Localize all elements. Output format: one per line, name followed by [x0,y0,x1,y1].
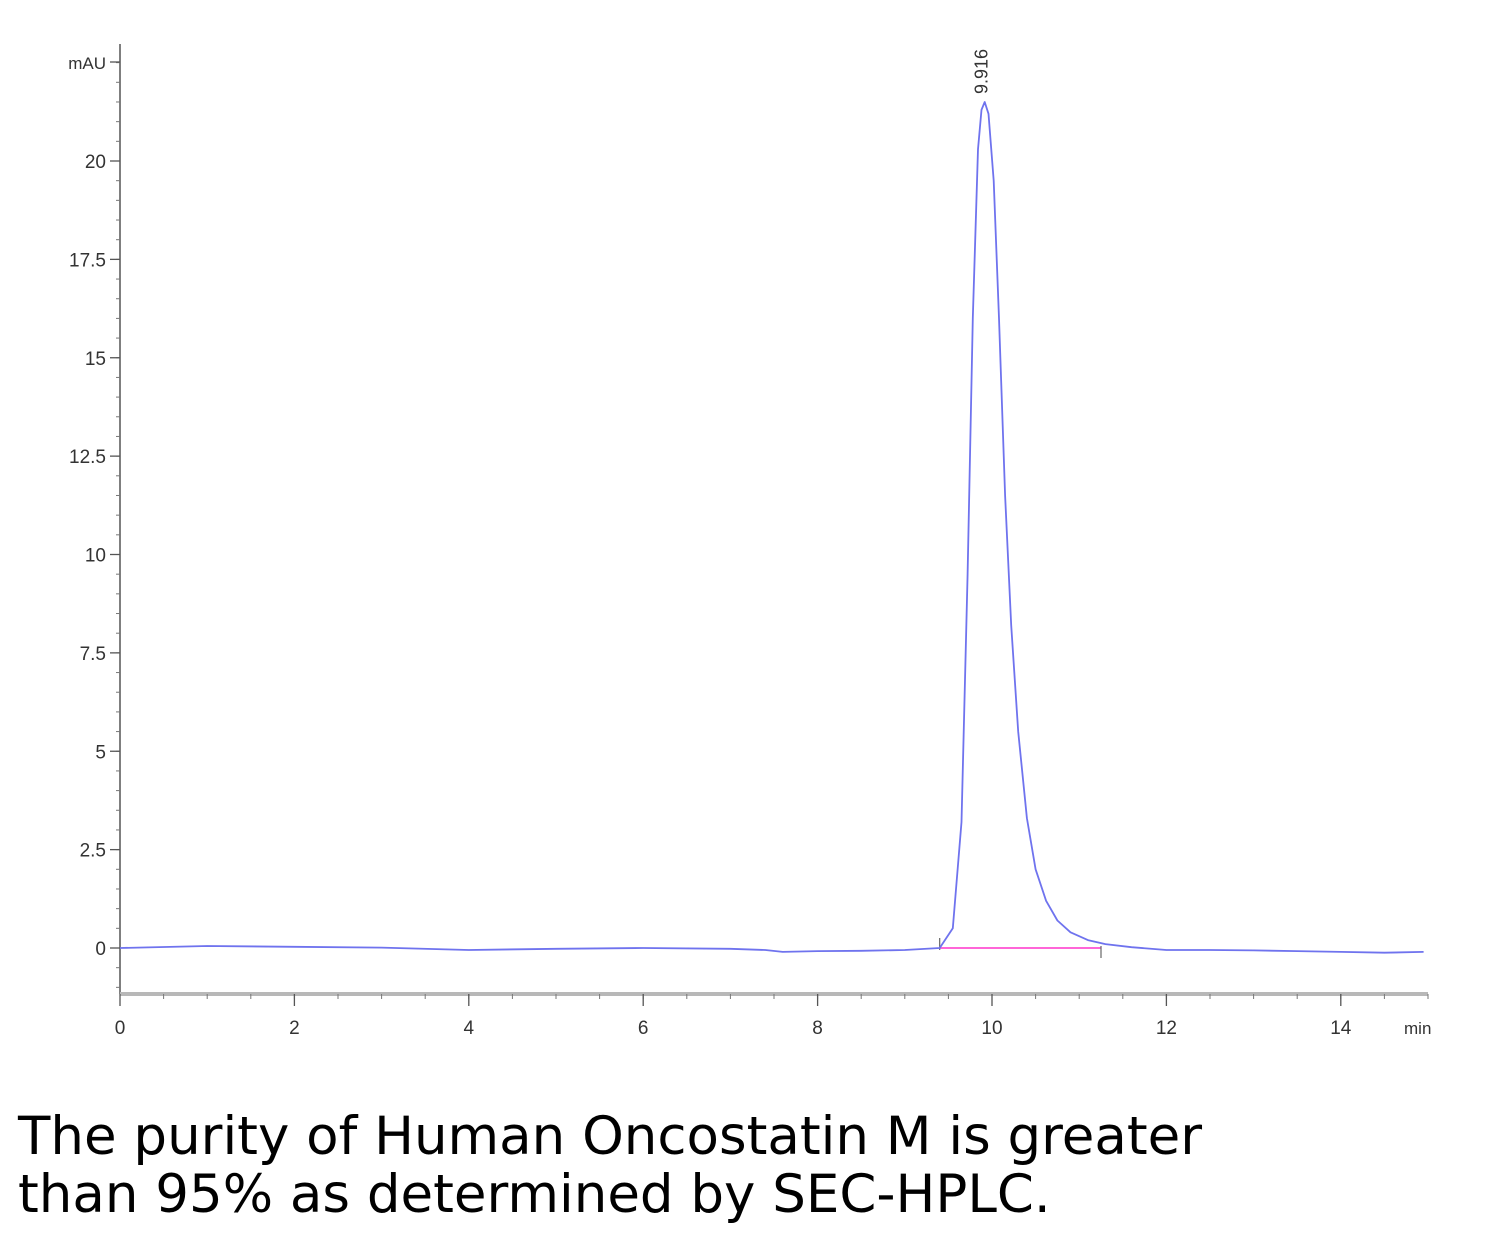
y-tick-label: 15 [85,349,106,370]
x-tick-label: 8 [812,1018,823,1039]
chromatogram-chart: 0 2.5 5 7.5 10 12.5 15 17.5 20 mAU 0 2 4 6 8 10 12 14 min… [68,44,1431,1039]
series-line [119,101,1424,954]
y-axis: 0 2.5 5 7.5 10 12.5 15 17.5 20 mAU [68,44,121,994]
x-tick-label: 0 [115,1018,126,1039]
plot-area: 9.916 [119,49,1424,958]
x-tick-label: 6 [638,1018,649,1039]
y-tick-label: 5 [95,742,106,763]
y-tick-label: 0 [95,939,106,960]
y-axis-label: mAU [68,54,106,73]
y-tick-label: 2.5 [80,841,106,862]
y-tick-label: 7.5 [80,644,106,665]
x-tick-label: 2 [289,1018,300,1039]
x-tick-label: 14 [1330,1018,1352,1039]
caption-line-1: The purity of Human Oncostatin M is grea… [18,1106,1203,1167]
x-axis: 0 2 4 6 8 10 12 14 min [115,992,1431,1039]
y-tick-label: 12.5 [69,447,106,468]
y-tick-label: 10 [85,546,106,567]
y-tick-label: 17.5 [69,250,106,271]
x-axis-label: min [1404,1019,1431,1038]
x-tick-label: 12 [1156,1018,1177,1039]
y-tick-label: 20 [85,152,106,173]
peak-label: 9.916 [971,49,991,94]
caption: The purity of Human Oncostatin M is grea… [18,1108,1478,1224]
x-tick-label: 4 [464,1018,475,1039]
caption-line-2: than 95% as determined by SEC-HPLC. [18,1164,1051,1225]
x-tick-label: 10 [981,1018,1002,1039]
